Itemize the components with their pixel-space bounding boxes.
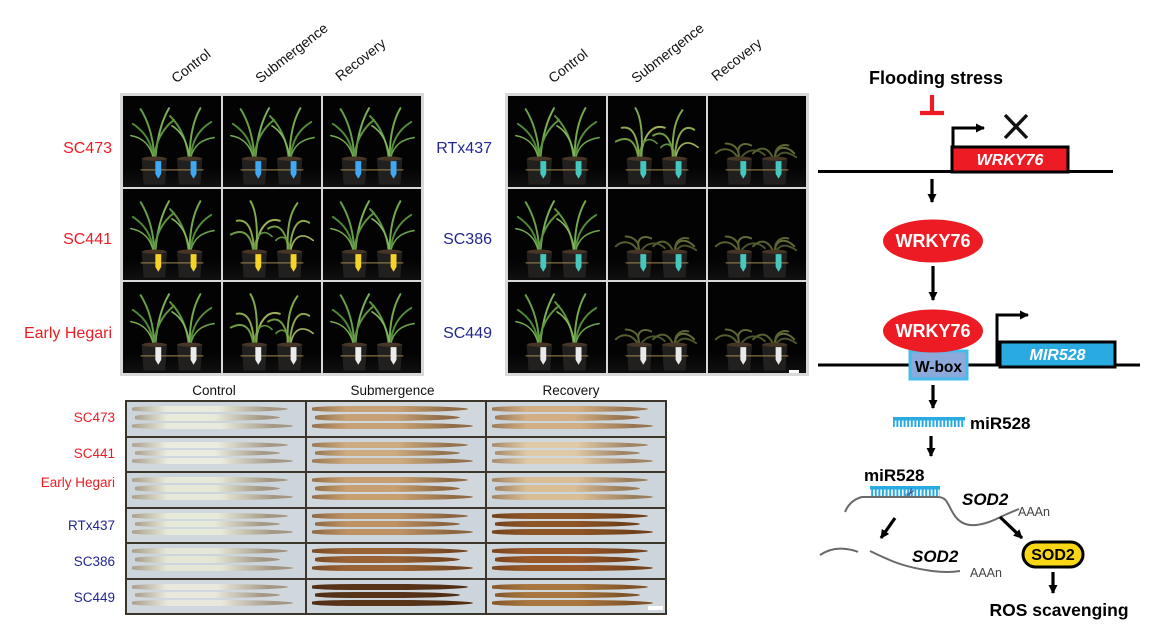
plant-photo-sc386-control	[508, 189, 606, 280]
middle-row-label-sc449: SC449	[443, 325, 492, 342]
leaf-cell-rtx437-recovery	[487, 508, 665, 542]
leaf-cell-early-hegari-recovery	[487, 473, 665, 507]
arrow-to-cleavage	[879, 517, 897, 539]
sod2-protein-label: SOD2	[1031, 547, 1075, 564]
left-row-label-sc441: SC441	[63, 231, 112, 248]
leaf-col-header-recovery: Recovery	[542, 383, 600, 398]
plant-photo-sc449-submergence	[608, 282, 706, 373]
leaf-cell-sc441-submergence	[307, 437, 485, 471]
plant-row-sc386	[508, 189, 806, 280]
middle-col-header-control: Control	[545, 45, 591, 86]
cleaved-mrna-line	[819, 547, 961, 573]
plant-row-sc449	[508, 282, 806, 373]
plant-photo-early-hegari-recovery	[323, 282, 421, 373]
wrky76-protein-oval-1	[883, 219, 983, 263]
leaf-cell-early-hegari-control	[127, 473, 305, 507]
mir528-label-1: miR528	[970, 414, 1030, 433]
leaf-row-label-rtx437: RTx437	[67, 518, 115, 533]
leaf-cell-sc386-control	[127, 544, 305, 578]
leaf-row-label-sc473: SC473	[73, 410, 115, 425]
sod2-mrna-label: SOD2	[962, 490, 1009, 509]
cleaved-sod2-label: SOD2	[912, 547, 959, 566]
plant-photo-sc386-recovery	[708, 189, 806, 280]
mir528-label-2: miR528	[864, 466, 924, 485]
mir528-strand-icon	[893, 417, 965, 427]
left-row-label-sc473: SC473	[63, 140, 112, 157]
plant-photo-sc386-submergence	[608, 189, 706, 280]
plant-photo-sc441-control	[123, 189, 221, 280]
leaf-cell-sc473-submergence	[307, 402, 485, 436]
plant-photo-rtx437-recovery	[708, 96, 806, 187]
polya-label-2: AAAn	[970, 566, 1002, 580]
sod2-protein-pill	[1021, 540, 1085, 569]
plant-photo-rtx437-submergence	[608, 96, 706, 187]
leaf-scale-bar	[648, 606, 663, 610]
w-box	[908, 349, 969, 381]
wrky76-gene-label: WRKY76	[977, 152, 1044, 169]
leaf-cell-rtx437-submergence	[307, 508, 485, 542]
plant-photo-early-hegari-submergence	[223, 282, 321, 373]
sod2-mrna-line	[844, 496, 1020, 527]
leaf-cell-sc386-recovery	[487, 544, 665, 578]
plant-photo-sc473-recovery	[323, 96, 421, 187]
leaf-cell-sc449-recovery	[487, 579, 665, 613]
mir528-gene-box	[998, 340, 1117, 369]
plant-photo-sc473-control	[123, 96, 221, 187]
plant-photo-sc449-recovery	[708, 282, 806, 373]
leaf-row-label-sc386: SC386	[73, 554, 115, 569]
plant-row-sc473	[123, 96, 421, 187]
leaf-cell-sc441-recovery	[487, 437, 665, 471]
mir528-bound-strand-icon	[870, 486, 940, 496]
leaf-col-header-submergence: Submergence	[350, 383, 435, 398]
plant-photo-sc441-recovery	[323, 189, 421, 280]
leaf-cell-sc449-submergence	[307, 579, 485, 613]
wrky76-protein-label-2: WRKY76	[895, 321, 970, 341]
diagram-title: Flooding stress	[869, 68, 1003, 88]
inhibition-icon	[920, 95, 944, 116]
plant-row-rtx437	[508, 96, 806, 187]
w-box-label: W-box	[915, 359, 962, 376]
plant-row-early-hegari	[123, 282, 421, 373]
left-row-label-early-hegari: Early Hegari	[23, 325, 112, 342]
plant-photo-sc449-control	[508, 282, 606, 373]
pathway-diagram: Flooding stress WRKY76 WRKY76 W-box WRKY…	[818, 68, 1140, 620]
transcription-arrow-mir528	[995, 310, 1029, 364]
middle-row-label-rtx437: RTx437	[436, 140, 492, 157]
leaf-cell-sc386-submergence	[307, 544, 485, 578]
wrky76-protein-oval-2	[883, 309, 983, 353]
plant-photo-grid-left	[120, 93, 424, 376]
leaf-row-label-sc441: SC441	[73, 446, 115, 461]
arrow-to-translation	[998, 515, 1024, 540]
outcome-label: ROS scavenging	[989, 600, 1128, 620]
leaf-cell-sc441-control	[127, 437, 305, 471]
leaf-cell-sc473-control	[127, 402, 305, 436]
leaf-row-label-early-hegari: Early Hegari	[40, 475, 115, 490]
leaf-stain-grid	[125, 400, 667, 615]
leaf-row-label-sc449: SC449	[73, 590, 115, 605]
blocked-x-icon	[1003, 113, 1029, 140]
photo-scale-bar	[789, 370, 799, 373]
polya-label-1: AAAn	[1018, 505, 1050, 519]
plant-photo-rtx437-control	[508, 96, 606, 187]
leaf-cell-sc473-recovery	[487, 402, 665, 436]
wrky76-protein-label-1: WRKY76	[895, 231, 970, 251]
left-col-header-control: Control	[168, 45, 214, 86]
leaf-cell-rtx437-control	[127, 508, 305, 542]
leaf-cell-early-hegari-submergence	[307, 473, 485, 507]
mir528-gene-label: MIR528	[1029, 347, 1085, 364]
left-col-header-submergence: Submergence	[252, 19, 331, 86]
plant-photo-sc473-submergence	[223, 96, 321, 187]
middle-col-header-submergence: Submergence	[628, 19, 707, 86]
middle-row-label-sc386: SC386	[443, 231, 492, 248]
plant-photo-grid-middle	[505, 93, 809, 376]
plant-photo-sc441-submergence	[223, 189, 321, 280]
wrky76-gene-box	[950, 145, 1070, 174]
leaf-col-header-control: Control	[192, 383, 236, 398]
middle-col-header-recovery: Recovery	[708, 34, 765, 84]
plant-photo-early-hegari-control	[123, 282, 221, 373]
plant-row-sc441	[123, 189, 421, 280]
leaf-cell-sc449-control	[127, 579, 305, 613]
left-col-header-recovery: Recovery	[332, 34, 389, 84]
